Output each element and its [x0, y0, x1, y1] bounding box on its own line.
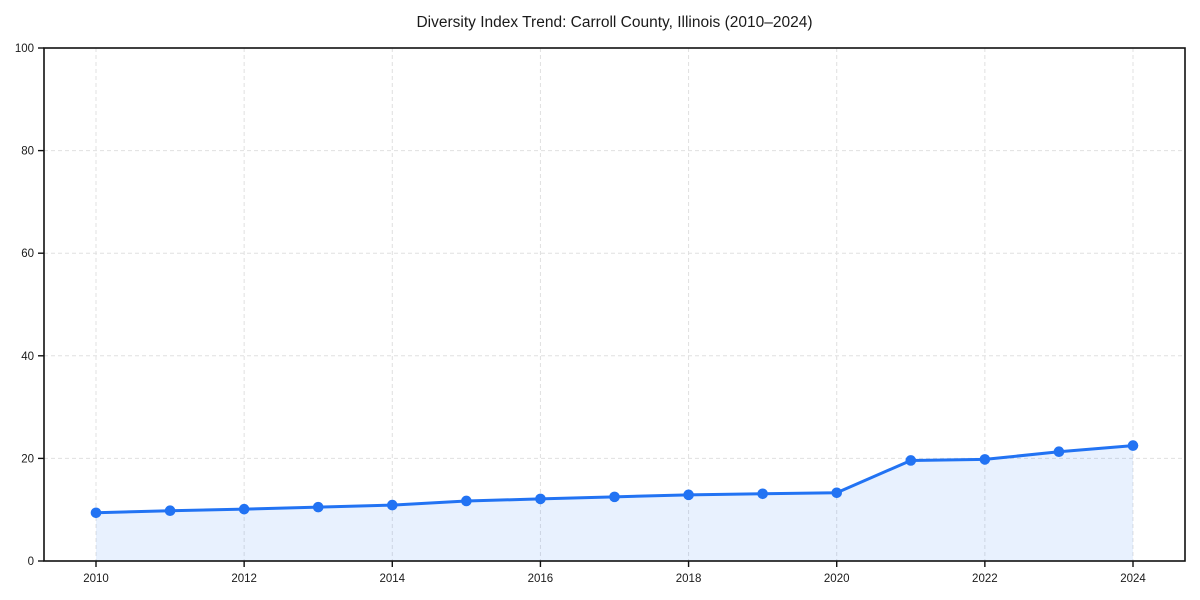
data-point: [757, 488, 768, 500]
x-tick-label: 2016: [528, 573, 554, 585]
data-point: [905, 455, 917, 466]
data-point: [238, 503, 250, 515]
data-point: [164, 505, 176, 517]
area-fill: [96, 445, 1133, 561]
data-point: [535, 493, 546, 505]
data-point: [831, 487, 843, 499]
x-tick-label: 2012: [231, 573, 257, 585]
chart-title: Diversity Index Trend: Carroll County, I…: [416, 14, 813, 31]
y-tick-label: 80: [21, 146, 34, 158]
y-tick-label: 0: [28, 556, 34, 568]
y-tick-label: 20: [21, 453, 34, 465]
x-tick-label: 2022: [972, 573, 998, 585]
data-point: [609, 491, 620, 503]
data-point: [461, 495, 472, 507]
data-point: [90, 507, 102, 519]
data-point: [312, 501, 324, 513]
data-point: [1053, 446, 1065, 458]
x-tick-label: 2010: [83, 573, 109, 585]
data-point: [683, 489, 694, 501]
x-tick-label: 2014: [379, 573, 405, 585]
y-tick-label: 40: [21, 351, 34, 363]
y-tick-label: 60: [21, 248, 34, 260]
x-tick-label: 2018: [676, 573, 702, 585]
data-point: [979, 454, 991, 465]
data-point: [1127, 440, 1139, 451]
y-tick-label: 100: [15, 43, 34, 55]
plot-border: [43, 47, 1186, 562]
x-tick-label: 2024: [1120, 573, 1146, 585]
x-tick-label: 2020: [824, 573, 850, 585]
data-point: [386, 499, 398, 511]
